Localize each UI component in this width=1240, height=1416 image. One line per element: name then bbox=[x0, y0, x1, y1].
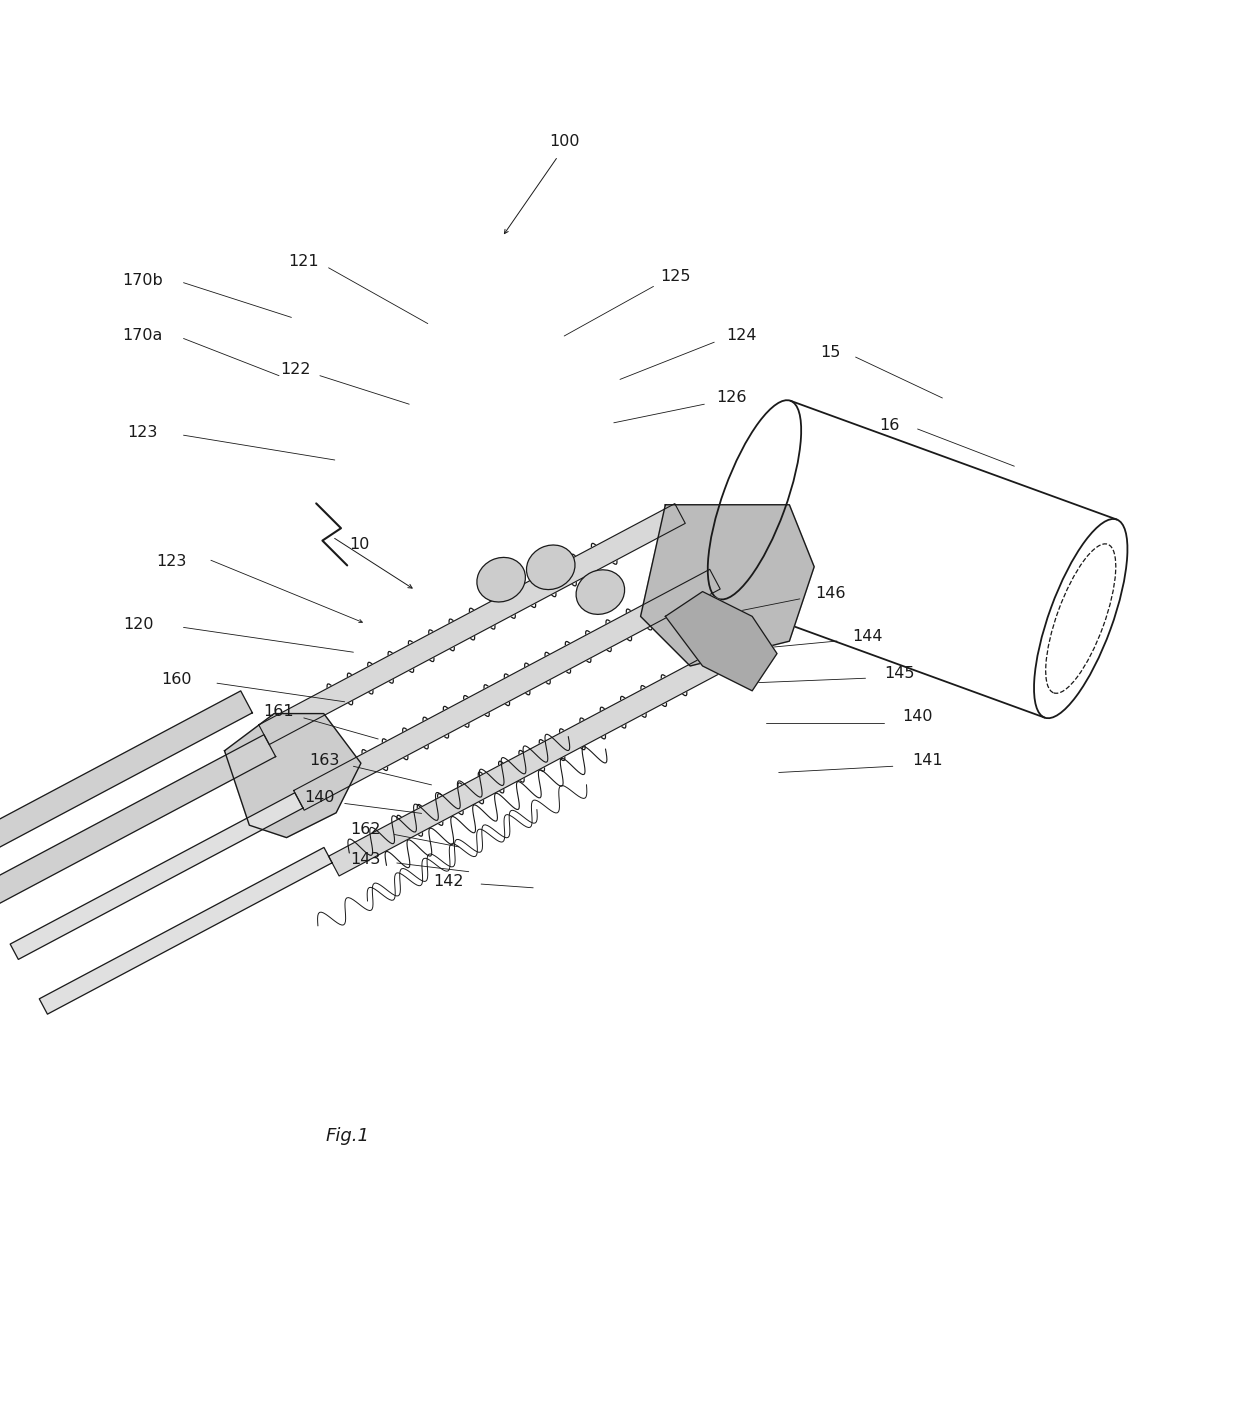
Ellipse shape bbox=[527, 545, 575, 589]
Polygon shape bbox=[294, 569, 720, 810]
Text: 126: 126 bbox=[717, 391, 746, 405]
Text: 10: 10 bbox=[350, 537, 370, 552]
Text: 122: 122 bbox=[280, 362, 310, 377]
Text: 120: 120 bbox=[124, 617, 154, 633]
Text: 124: 124 bbox=[727, 329, 756, 344]
Text: 140: 140 bbox=[305, 790, 335, 804]
Text: 170b: 170b bbox=[123, 273, 162, 287]
Polygon shape bbox=[641, 504, 815, 666]
Text: 163: 163 bbox=[310, 752, 340, 767]
Ellipse shape bbox=[477, 558, 526, 602]
Text: 145: 145 bbox=[884, 666, 914, 681]
Text: 100: 100 bbox=[549, 135, 579, 149]
Text: 140: 140 bbox=[903, 709, 932, 724]
Text: 146: 146 bbox=[816, 586, 846, 602]
Polygon shape bbox=[0, 735, 275, 908]
Text: 161: 161 bbox=[264, 704, 294, 719]
Ellipse shape bbox=[577, 569, 625, 615]
Text: 141: 141 bbox=[913, 752, 942, 767]
Text: 143: 143 bbox=[351, 852, 381, 867]
Polygon shape bbox=[666, 592, 777, 691]
Text: 123: 123 bbox=[156, 554, 186, 569]
Polygon shape bbox=[329, 634, 755, 877]
Text: 160: 160 bbox=[161, 673, 191, 687]
Polygon shape bbox=[0, 691, 253, 864]
Text: 121: 121 bbox=[289, 253, 319, 269]
Polygon shape bbox=[10, 793, 303, 960]
Text: 123: 123 bbox=[128, 425, 157, 440]
Text: 162: 162 bbox=[351, 823, 381, 837]
Text: 170a: 170a bbox=[123, 329, 162, 344]
Text: 144: 144 bbox=[853, 629, 883, 644]
Text: 15: 15 bbox=[821, 344, 841, 360]
Text: 125: 125 bbox=[661, 269, 691, 285]
Polygon shape bbox=[259, 504, 686, 745]
Text: Fig.1: Fig.1 bbox=[325, 1127, 370, 1144]
Text: 142: 142 bbox=[434, 874, 464, 889]
Text: 16: 16 bbox=[879, 418, 899, 433]
Polygon shape bbox=[224, 714, 361, 838]
Polygon shape bbox=[40, 847, 332, 1014]
